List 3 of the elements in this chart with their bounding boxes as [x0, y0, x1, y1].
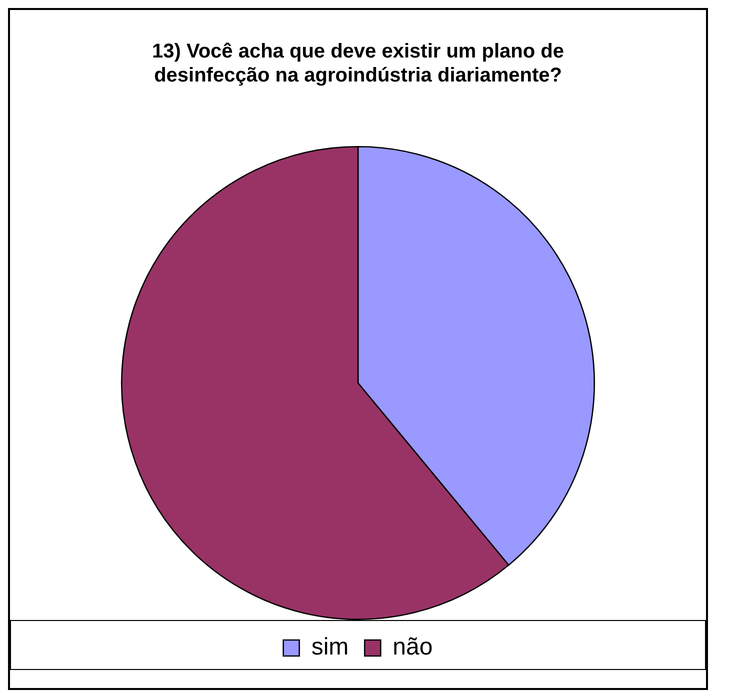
- chart-title: 13) Você acha que deve existir um plano de desinfecção na agroindústria diariamente?: [152, 40, 564, 87]
- legend-label: sim: [311, 634, 349, 661]
- legend-label: não: [392, 634, 433, 661]
